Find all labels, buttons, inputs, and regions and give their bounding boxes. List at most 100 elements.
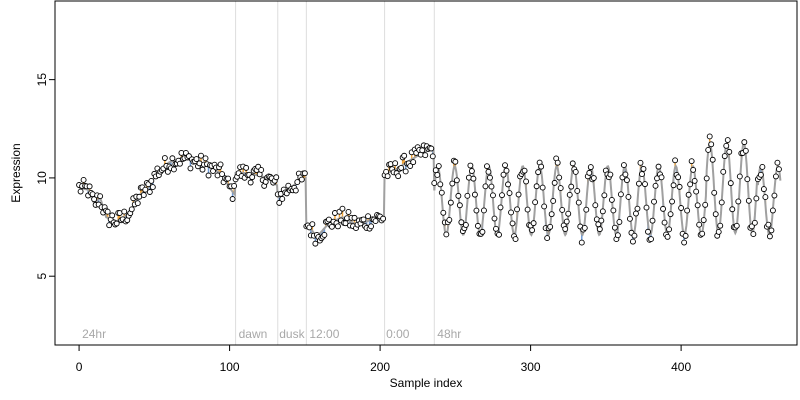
data-point (583, 206, 590, 213)
data-point (569, 160, 576, 167)
data-point (757, 171, 764, 178)
data-point (742, 147, 749, 154)
data-point (717, 222, 724, 229)
data-point (491, 215, 498, 222)
data-point (681, 239, 688, 246)
data-point (771, 192, 778, 199)
data-point (97, 193, 104, 200)
data-point (505, 181, 511, 188)
data-point (735, 198, 742, 205)
data-point (384, 173, 391, 180)
data-point (617, 191, 624, 198)
data-point (533, 183, 540, 190)
data-point (429, 153, 436, 160)
data-point (231, 183, 238, 189)
data-point (696, 221, 703, 228)
x-axis: 0 100 200 300 400 (76, 344, 691, 374)
data-point (452, 158, 459, 165)
data-point (470, 175, 477, 182)
data-point (487, 174, 493, 181)
data-point (142, 186, 149, 193)
data-point (551, 179, 558, 186)
data-point (471, 191, 478, 198)
data-point (670, 182, 677, 189)
data-point (633, 210, 639, 217)
data-point (508, 209, 514, 216)
data-point (217, 161, 224, 168)
data-point (198, 152, 204, 159)
data-point (631, 232, 638, 239)
data-point (351, 214, 358, 221)
data-point (485, 168, 492, 175)
data-point (769, 207, 776, 214)
data-point (666, 226, 673, 233)
data-point (637, 159, 644, 166)
data-point (435, 163, 442, 169)
data-point (91, 196, 98, 203)
data-point (515, 191, 522, 198)
data-point (146, 189, 153, 195)
data-point (733, 222, 740, 229)
data-point (753, 195, 760, 202)
data-point (563, 218, 570, 225)
data-point (772, 173, 779, 180)
data-points (76, 133, 782, 247)
data-point (434, 172, 441, 178)
data-point (648, 236, 654, 243)
data-point (176, 160, 183, 167)
data-point (655, 163, 662, 170)
data-point (368, 223, 375, 230)
data-point (258, 167, 265, 173)
data-point (712, 211, 719, 218)
data-point (431, 180, 438, 187)
section-label: dawn (239, 327, 268, 341)
data-point (106, 222, 113, 229)
data-point (774, 159, 781, 166)
data-point (639, 171, 645, 178)
data-point (205, 172, 212, 179)
data-point (625, 194, 632, 200)
data-point (690, 166, 697, 173)
data-point (726, 148, 733, 155)
data-point (688, 158, 695, 165)
data-point (750, 231, 757, 238)
data-point (407, 163, 414, 169)
data-point (676, 183, 683, 190)
data-point (497, 204, 504, 211)
data-point (488, 183, 495, 190)
data-point (273, 174, 280, 181)
data-point (449, 180, 456, 187)
data-point (669, 198, 676, 205)
data-point (464, 192, 471, 199)
data-point (566, 191, 573, 198)
data-point (187, 165, 194, 172)
data-point (365, 213, 372, 220)
data-point (468, 168, 475, 174)
data-point (499, 192, 505, 199)
data-point (614, 232, 621, 239)
data-point (502, 162, 508, 169)
data-point (467, 162, 474, 169)
data-point (664, 233, 671, 240)
data-point (453, 177, 460, 184)
section-label: 48hr (437, 327, 461, 341)
data-point (482, 183, 489, 190)
data-point (759, 164, 766, 170)
data-point (744, 176, 751, 183)
data-point (651, 198, 657, 205)
data-point (634, 205, 641, 212)
x-tick-label: 200 (370, 360, 390, 374)
data-point (380, 215, 387, 222)
data-point (562, 226, 569, 232)
data-point (422, 152, 429, 159)
data-point (678, 205, 685, 211)
section-labels: 24hr dawn dusk 12:00 0:00 48hr (82, 327, 461, 341)
data-point (727, 180, 734, 187)
data-point (765, 221, 772, 228)
data-point (529, 227, 536, 234)
data-point (292, 187, 299, 194)
x-tick-label: 300 (521, 360, 541, 374)
section-label: dusk (279, 327, 305, 341)
data-point (622, 171, 629, 178)
